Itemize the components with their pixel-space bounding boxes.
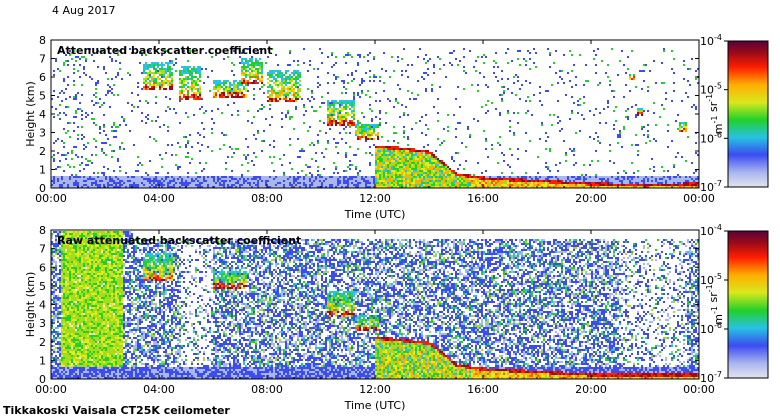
x-tick-label: 12:00 (359, 192, 391, 205)
colorbar-unit-label: m-1 sr-1 (705, 94, 725, 134)
backscatter-panel: Attenuated backscatter coefficient012345… (24, 33, 768, 221)
y-tick-label: 4 (39, 299, 46, 312)
y-tick-label: 1 (39, 354, 46, 367)
colorbar-tick-label: 10-4 (700, 223, 722, 238)
chart-title: Attenuated backscatter coefficient (57, 44, 273, 57)
raw-backscatter-panel: Raw attenuated backscatter coefficient01… (24, 223, 768, 412)
x-tick-label: 08:00 (251, 383, 283, 396)
y-tick-label: 6 (39, 71, 46, 84)
x-axis-label: Time (UTC) (344, 399, 406, 412)
y-tick-label: 7 (39, 243, 46, 256)
y-tick-label: 8 (39, 34, 46, 47)
y-tick-label: 3 (39, 317, 46, 330)
x-tick-label: 04:00 (143, 383, 175, 396)
x-tick-label: 00:00 (35, 383, 67, 396)
y-tick-label: 7 (39, 53, 46, 66)
x-tick-label: 00:00 (35, 192, 67, 205)
x-tick-label: 16:00 (467, 383, 499, 396)
y-axis-label: Height (km) (24, 81, 37, 147)
y-tick-label: 6 (39, 261, 46, 274)
x-tick-label: 12:00 (359, 383, 391, 396)
instrument-label: Tikkakoski Vaisala CT25K ceilometer (3, 404, 230, 417)
y-tick-label: 3 (39, 127, 46, 140)
x-tick-label: 16:00 (467, 192, 499, 205)
colorbar-tick-label: 10-7 (700, 179, 722, 194)
y-axis-label: Height (km) (24, 272, 37, 338)
colorbar (728, 231, 768, 378)
y-tick-label: 5 (39, 280, 46, 293)
y-tick-label: 4 (39, 108, 46, 121)
date-label: 4 Aug 2017 (52, 4, 115, 17)
x-tick-label: 20:00 (575, 192, 607, 205)
backscatter-field (51, 231, 699, 379)
x-tick-label: 04:00 (143, 192, 175, 205)
y-tick-label: 2 (39, 336, 46, 349)
colorbar (728, 41, 768, 187)
chart-title: Raw attenuated backscatter coefficient (57, 234, 301, 247)
colorbar-tick-label: 10-4 (700, 33, 722, 48)
colorbar-tick-label: 10-7 (700, 370, 722, 385)
colorbar-unit-label: m-1 sr-1 (705, 284, 725, 324)
x-tick-label: 08:00 (251, 192, 283, 205)
y-tick-label: 8 (39, 224, 46, 237)
y-tick-label: 1 (39, 164, 46, 177)
x-tick-label: 20:00 (575, 383, 607, 396)
y-tick-label: 2 (39, 145, 46, 158)
y-tick-label: 5 (39, 90, 46, 103)
x-axis-label: Time (UTC) (344, 208, 406, 221)
